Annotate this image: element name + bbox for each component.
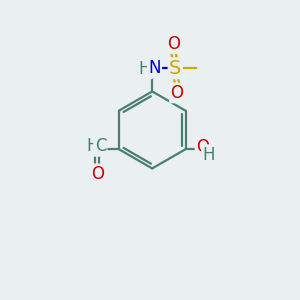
Text: O: O <box>170 84 183 102</box>
Text: O: O <box>91 165 104 183</box>
Text: H: H <box>138 60 151 78</box>
Text: S: S <box>169 59 182 78</box>
Text: O: O <box>196 138 209 156</box>
Text: H: H <box>86 137 99 155</box>
Text: C: C <box>94 137 106 155</box>
Text: N: N <box>148 59 161 77</box>
Text: H: H <box>202 146 215 164</box>
Text: O: O <box>167 35 180 53</box>
